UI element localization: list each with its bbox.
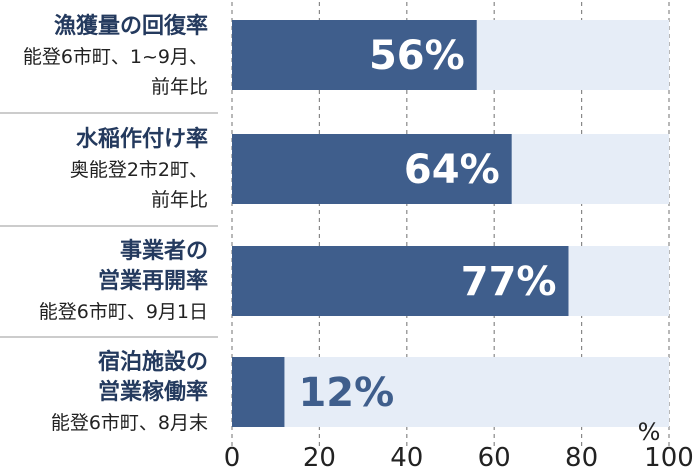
bar-track [232, 357, 669, 427]
data-label: 77% [461, 259, 557, 305]
bar [232, 246, 569, 316]
category-note: 能登6市町、9月1日 [39, 301, 208, 323]
x-tick-label: 0 [224, 443, 241, 472]
category-note: 前年比 [151, 189, 208, 211]
category-title: 水稲作付け率 [76, 126, 208, 152]
category-title: 宿泊施設の [98, 349, 208, 375]
bars: 56% 64% 77% 12% [232, 20, 569, 427]
category-note: 前年比 [151, 76, 208, 98]
x-tick-label: 100 [644, 443, 694, 472]
data-label: 64% [404, 147, 500, 193]
x-axis: 0 20 40 60 80 100% [224, 418, 694, 472]
unit-label: % [638, 418, 661, 446]
data-label: 56% [369, 33, 465, 79]
x-tick-label: 40 [390, 443, 423, 472]
x-tick-label: 80 [565, 443, 598, 472]
category-title: 事業者の [120, 238, 208, 264]
category-note: 奥能登2市2町、 [70, 159, 208, 181]
bar [232, 134, 512, 204]
category-title: 営業稼働率 [98, 379, 208, 405]
category-note: 能登6市町、8月末 [51, 412, 208, 434]
category-title: 漁獲量の回復率 [54, 13, 208, 39]
bar [232, 20, 477, 90]
category-note: 能登6市町、1~9月、 [23, 46, 208, 68]
data-label: 12% [298, 370, 394, 416]
category-title: 営業再開率 [98, 268, 208, 294]
x-tick-label: 20 [303, 443, 336, 472]
category-labels: 漁獲量の回復率能登6市町、1~9月、前年比水稲作付け率奥能登2市2町、前年比事業… [0, 13, 218, 434]
bar [232, 357, 285, 427]
x-tick-label: 60 [478, 443, 511, 472]
